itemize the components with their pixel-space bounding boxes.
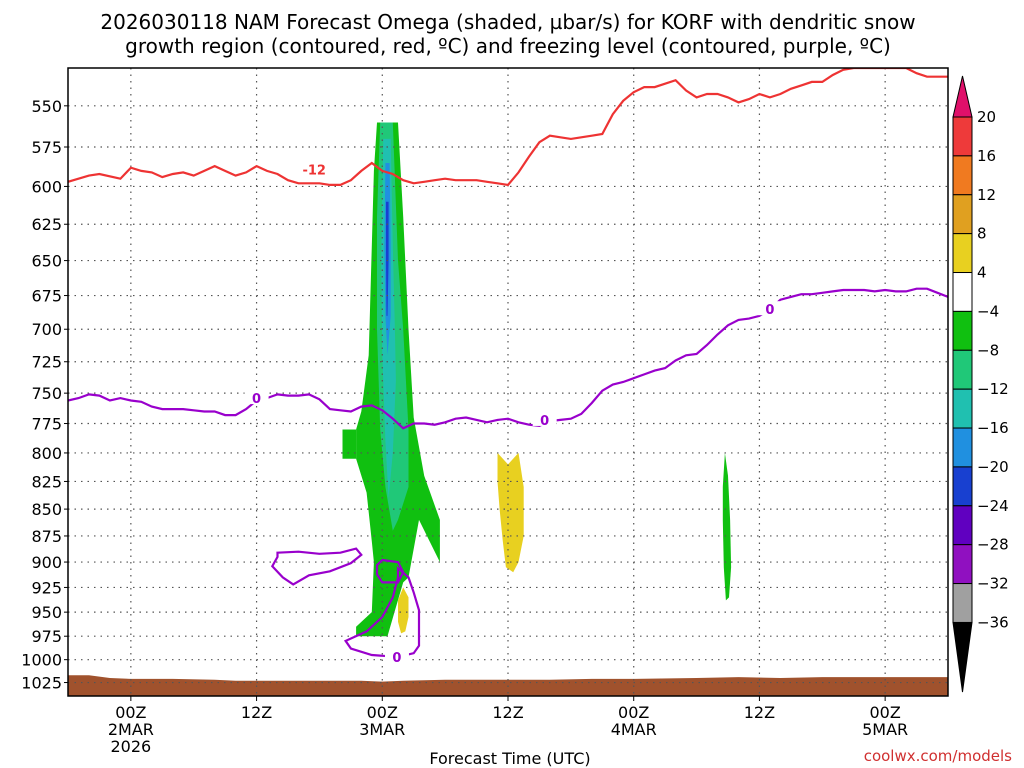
xtick-label-0-1: 2MAR	[108, 720, 154, 739]
xtick-label-3-0: 12Z	[492, 703, 523, 722]
ytick-label-850: 850	[31, 500, 62, 519]
colorbar-swatch-8	[952, 427, 973, 468]
omega-region-8	[722, 452, 732, 601]
freezing-level-line	[68, 287, 948, 430]
colorbar-top-arrow	[952, 75, 973, 118]
colorbar-swatch-12	[952, 583, 973, 623]
ytick-label-625: 625	[31, 215, 62, 234]
ytick-label-750: 750	[31, 384, 62, 403]
xtick-label-6-1: 5MAR	[862, 720, 908, 739]
freezing-loop-lowlevel	[270, 547, 363, 586]
ytick-label-600: 600	[31, 177, 62, 196]
colorbar-label-12: −32	[977, 575, 1009, 593]
omega-shading	[342, 122, 732, 637]
colorbar-label-3: 8	[977, 225, 987, 243]
omega-region-1	[342, 429, 357, 459]
dendritic-minus12-line	[68, 68, 948, 187]
freezing-label-4: 0	[392, 651, 401, 666]
ytick-label-1000: 1000	[21, 651, 62, 670]
grid-lines	[68, 68, 948, 696]
freezing-label-1-bg	[244, 390, 269, 405]
colorbar-swatch-11	[952, 544, 973, 585]
colorbar-swatch-4	[952, 272, 973, 312]
colorbar-swatch-6	[952, 349, 973, 390]
colorbar-label-10: −24	[977, 497, 1009, 515]
colorbar-swatch-3	[952, 233, 973, 274]
xtick-label-6-0: 00Z	[869, 703, 900, 722]
colorbar-bottom-arrow	[952, 621, 973, 693]
ytick-label-700: 700	[31, 320, 62, 339]
xtick-label-5-0: 12Z	[744, 703, 775, 722]
chart-title-line1: 2026030118 NAM Forecast Omega (shaded, µ…	[100, 10, 915, 34]
ytick-label-925: 925	[31, 578, 62, 597]
ytick-label-725: 725	[31, 353, 62, 372]
xtick-label-0-0: 00Z	[115, 703, 146, 722]
colorbar-swatch-9	[952, 466, 973, 507]
omega-region-5	[386, 201, 389, 316]
colorbar-swatch-0	[952, 116, 973, 157]
freezing-label-1: 0	[252, 392, 261, 407]
ytick-label-825: 825	[31, 472, 62, 491]
colorbar-swatch-1	[952, 155, 973, 196]
freezing-label-4-bg	[384, 648, 409, 663]
colorbar-swatch-7	[952, 388, 973, 429]
colorbar-label-2: 12	[977, 186, 996, 204]
colorbar-swatch-5	[952, 310, 973, 351]
colorbar-label-1: 16	[977, 147, 996, 165]
ytick-label-950: 950	[31, 603, 62, 622]
dendritic-label-bg	[302, 161, 327, 176]
freezing-loop-small	[375, 558, 405, 584]
ytick-label-775: 775	[31, 415, 62, 434]
ytick-label-675: 675	[31, 287, 62, 306]
omega-region-7	[398, 587, 409, 634]
xtick-label-1-0: 12Z	[241, 703, 272, 722]
colorbar-label-8: −16	[977, 419, 1009, 437]
freezing-loop-near-surface	[343, 565, 421, 659]
xtick-label-0-2: 2026	[110, 737, 151, 756]
freezing-label-3: 0	[765, 303, 774, 318]
colorbar-swatch-10	[952, 505, 973, 546]
ytick-label-875: 875	[31, 527, 62, 546]
colorbar-swatch-2	[952, 194, 973, 235]
colorbar-label-9: −20	[977, 458, 1009, 476]
colorbar-label-7: −12	[977, 380, 1009, 398]
ytick-label-650: 650	[31, 252, 62, 271]
chart-title-line2: growth region (contoured, red, ºC) and f…	[125, 34, 891, 58]
credit-text: coolwx.com/models	[864, 747, 1012, 765]
freezing-label-2-bg	[532, 411, 557, 426]
xtick-label-4-1: 4MAR	[611, 720, 657, 739]
ytick-label-900: 900	[31, 553, 62, 572]
colorbar-label-6: −8	[977, 341, 999, 359]
xtick-label-4-0: 00Z	[618, 703, 649, 722]
ytick-label-575: 575	[31, 138, 62, 157]
x-axis-title: Forecast Time (UTC)	[429, 749, 590, 768]
ytick-label-800: 800	[31, 444, 62, 463]
xtick-label-2-1: 3MAR	[359, 720, 405, 739]
colorbar-label-13: −36	[977, 613, 1009, 631]
xtick-label-2-0: 00Z	[367, 703, 398, 722]
omega-region-6	[497, 452, 524, 573]
dendritic-label: -12	[302, 163, 326, 178]
colorbar-label-0: 20	[977, 108, 996, 126]
colorbar-label-5: −4	[977, 302, 999, 320]
freezing-label-2: 0	[540, 414, 549, 429]
freezing-label-3-bg	[757, 301, 782, 316]
y-axis-ticks: 550 575 600 625 650 675 700 725 750 775 800 825 850 8…	[21, 97, 68, 693]
ytick-label-1025: 1025	[21, 674, 62, 693]
colorbar-label-11: −28	[977, 536, 1009, 554]
contour-layer: -12 0 0 0 0	[68, 68, 948, 666]
colorbar: 20 16 12 8 4 −4 −8 −12 −16 −20 −24 −28 −32 −36	[952, 75, 1009, 693]
ytick-label-550: 550	[31, 97, 62, 116]
colorbar-label-4: 4	[977, 264, 987, 282]
ytick-label-975: 975	[31, 627, 62, 646]
